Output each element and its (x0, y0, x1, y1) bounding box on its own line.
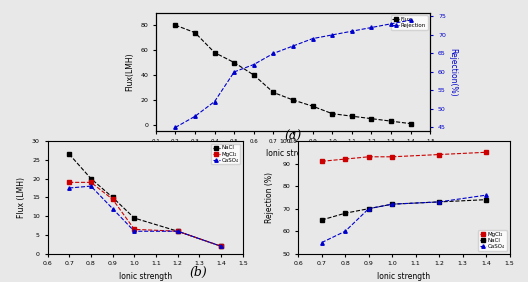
Flux (172, 23, 178, 27)
Flux (270, 91, 277, 94)
Rejection (388, 22, 394, 25)
NaCl (483, 198, 489, 201)
MgCl₂ (88, 181, 94, 184)
Line: Rejection: Rejection (174, 18, 412, 129)
Line: CaSO₄: CaSO₄ (68, 184, 223, 248)
Line: CaSO₄: CaSO₄ (320, 193, 488, 244)
CaSO₄ (218, 244, 224, 248)
Rejection (270, 52, 277, 55)
Flux (192, 31, 198, 34)
Rejection (192, 114, 198, 118)
MgCl₂ (365, 155, 372, 158)
X-axis label: Ionic strength: Ionic strength (378, 272, 430, 281)
Flux (388, 120, 394, 123)
Flux (369, 117, 375, 120)
NaCl (342, 212, 348, 215)
Flux (348, 114, 355, 118)
Flux (329, 112, 335, 115)
Flux (408, 122, 414, 125)
CaSO₄ (175, 230, 181, 233)
Rejection (369, 26, 375, 29)
MgCl₂ (131, 228, 137, 231)
Line: Flux: Flux (174, 23, 412, 125)
NaCl (175, 230, 181, 233)
CaSO₄ (389, 202, 395, 206)
NaCl (218, 244, 224, 248)
NaCl (131, 216, 137, 220)
Flux (231, 61, 238, 64)
CaSO₄ (88, 184, 94, 188)
Rejection (309, 37, 316, 40)
NaCl (436, 200, 442, 204)
MgCl₂ (66, 181, 72, 184)
Rejection (251, 63, 257, 66)
CaSO₄ (483, 193, 489, 197)
NaCl (318, 218, 325, 222)
X-axis label: Ionic strength: Ionic strength (267, 149, 319, 158)
Line: MgCl₂: MgCl₂ (320, 151, 488, 163)
Text: (a): (a) (285, 130, 301, 143)
MgCl₂ (436, 153, 442, 156)
Legend: NaCl, MgCl₂, CaSO₄: NaCl, MgCl₂, CaSO₄ (211, 144, 240, 164)
MgCl₂ (318, 160, 325, 163)
NaCl (389, 202, 395, 206)
Rejection (172, 126, 178, 129)
MgCl₂ (389, 155, 395, 158)
Y-axis label: Rejection(%): Rejection(%) (448, 48, 457, 96)
Y-axis label: Rejection (%): Rejection (%) (265, 172, 274, 223)
Rejection (348, 30, 355, 33)
Rejection (290, 44, 296, 48)
CaSO₄ (365, 207, 372, 210)
Line: NaCl: NaCl (68, 153, 223, 248)
CaSO₄ (318, 241, 325, 244)
Y-axis label: Flux (LMH): Flux (LMH) (17, 177, 26, 218)
CaSO₄ (342, 230, 348, 233)
Line: NaCl: NaCl (320, 198, 488, 222)
X-axis label: Ionic strength: Ionic strength (119, 272, 172, 281)
Flux (290, 98, 296, 102)
Y-axis label: Flux(LMH): Flux(LMH) (126, 53, 135, 91)
CaSO₄ (109, 207, 116, 210)
MgCl₂ (109, 198, 116, 201)
Line: MgCl₂: MgCl₂ (68, 181, 223, 248)
MgCl₂ (175, 230, 181, 233)
Legend: Flux, Rejection: Flux, Rejection (391, 16, 428, 30)
CaSO₄ (131, 230, 137, 233)
Flux (251, 73, 257, 77)
Flux (309, 105, 316, 108)
NaCl (109, 196, 116, 199)
MgCl₂ (342, 157, 348, 161)
Legend: MgCl₂, NaCl, CaSO₄: MgCl₂, NaCl, CaSO₄ (478, 230, 507, 251)
MgCl₂ (483, 151, 489, 154)
Flux (211, 51, 218, 54)
Rejection (408, 18, 414, 22)
Rejection (231, 70, 238, 74)
Rejection (329, 33, 335, 37)
Text: (b): (b) (189, 266, 207, 279)
NaCl (365, 207, 372, 210)
CaSO₄ (436, 200, 442, 204)
Rejection (211, 100, 218, 103)
NaCl (66, 153, 72, 156)
CaSO₄ (66, 186, 72, 190)
MgCl₂ (218, 244, 224, 248)
NaCl (88, 177, 94, 180)
